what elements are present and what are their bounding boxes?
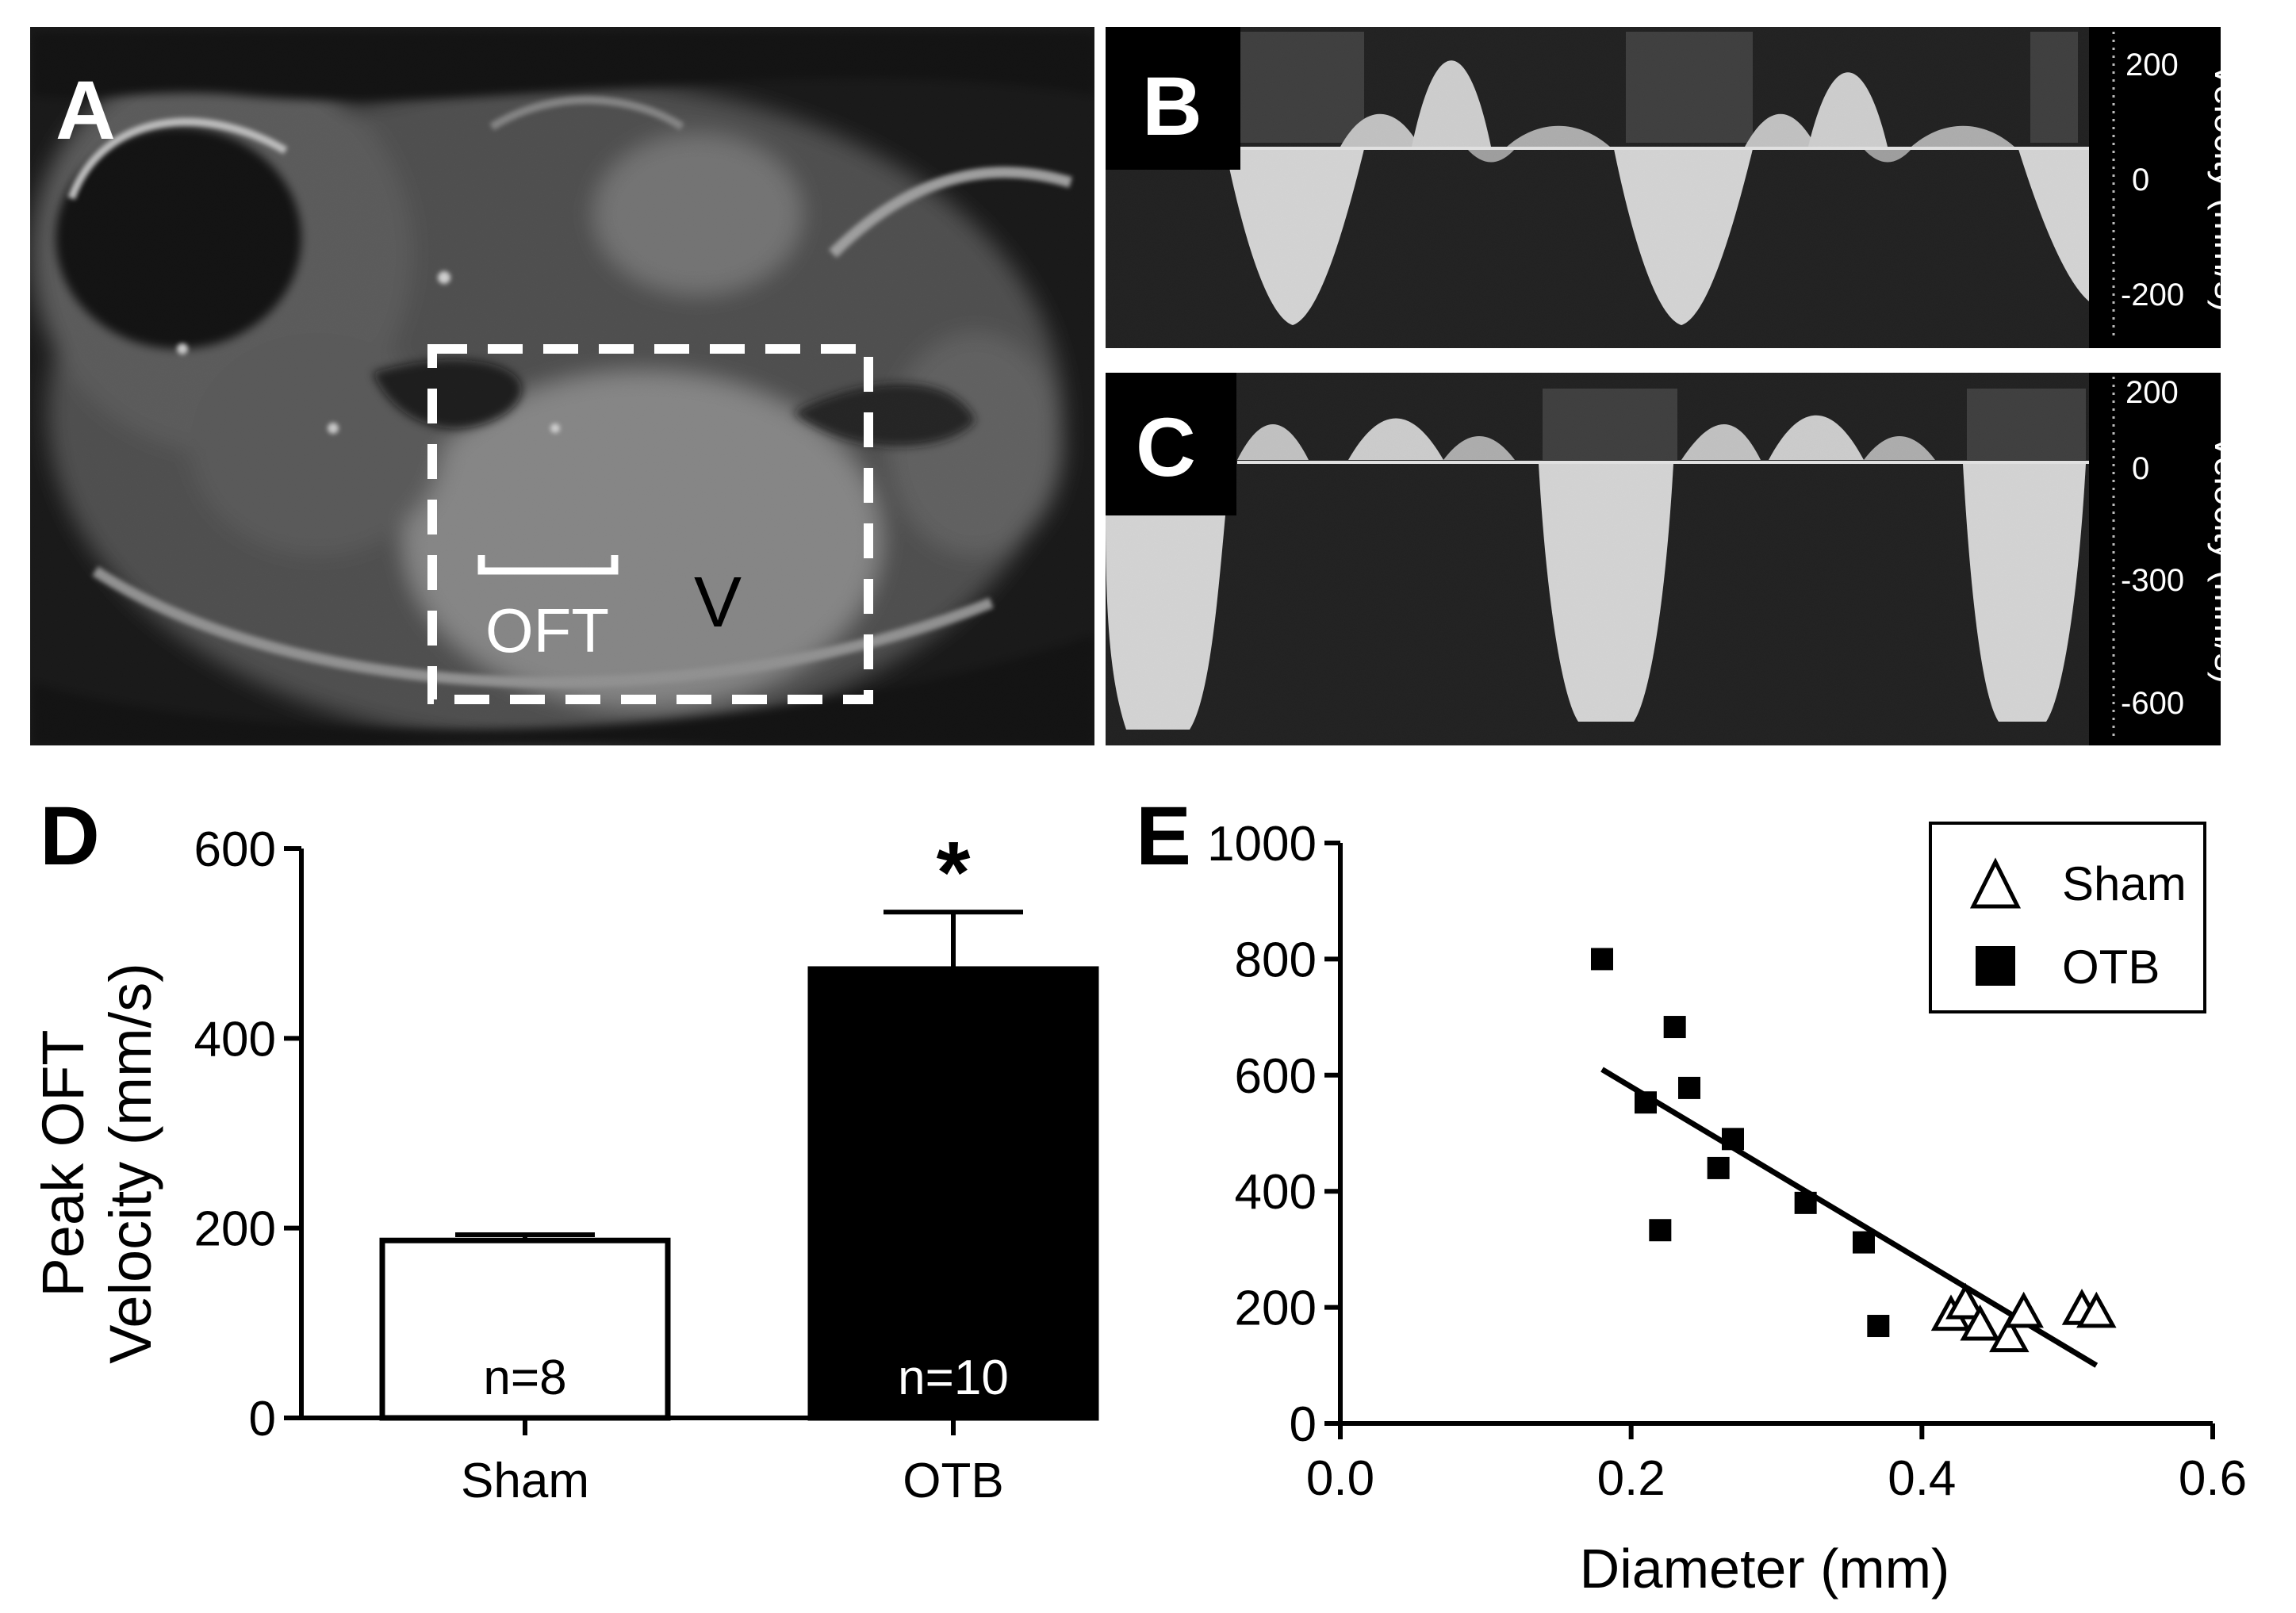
panel-d-ylabel-line1: Peak OFT [30,1029,96,1297]
panel-c-tick-0: 0 [2132,451,2149,486]
e-x-tick-label: 0.6 [2179,1451,2247,1506]
e-point-otb [1678,1076,1700,1099]
panel-b-ylabel: Velocity (mm/s) [2207,63,2248,312]
panel-d-ylabel: Peak OFT Velocity (mm/s) [30,963,163,1364]
e-point-otb [1707,1156,1730,1179]
e-x-tick-label: 0.4 [1888,1451,1956,1506]
panel-b-doppler: B 200 0 -200 Velocity (mm/s) [1106,27,2248,348]
panel-c-letter-box [1106,373,1236,515]
e-point-otb [1794,1191,1817,1214]
panel-b-letter: B [1142,60,1202,153]
panel-b-tick-neg200: -200 [2121,278,2184,312]
panel-b-letter-box [1106,27,1240,170]
e-point-otb [1867,1315,1890,1338]
panel-e-letter: E [1136,790,1191,883]
e-x-tick-label: 0.0 [1306,1451,1374,1506]
d-n-label: n=8 [483,1351,566,1405]
e-y-tick-label: 1000 [1207,817,1317,872]
panel-a-ultrasound: OFT V A [30,27,1094,745]
legend-sham-marker [1969,857,2022,909]
e-point-sham [1989,1316,2030,1353]
panel-e-plot-area [1591,948,2117,1368]
panel-c-tick-200: 200 [2125,375,2179,410]
panel-a-letter: A [56,64,116,157]
e-y-tick-label: 600 [1235,1049,1317,1104]
panel-a-speckle [30,27,1094,745]
panel-d-bar-chart: D Peak OFT Velocity (mm/s) 0 200 400 600 Sha… [30,790,1099,1508]
panel-e-axes: 0 200 400 600 800 1000 0.0 0.2 0.4 0.6 [1207,817,2247,1506]
panel-c-doppler: C 200 0 -300 -600 Velocity (mm/s) [1106,373,2248,745]
e-point-otb [1649,1219,1672,1242]
e-x-tick-label: 0.2 [1597,1451,1665,1506]
region-of-interest-box [427,344,873,704]
e-point-sham [1960,1304,2000,1341]
e-y-tick-label: 200 [1235,1282,1317,1336]
d-x-tick-label: OTB [903,1454,1003,1508]
e-y-tick-label: 800 [1235,933,1317,987]
panel-c-tick-neg300: -300 [2121,563,2184,598]
panel-c-letter: C [1136,401,1196,494]
d-significance-star: * [937,824,971,921]
panel-b-tick-0: 0 [2132,163,2149,197]
legend-sham-label: Sham [2062,857,2187,910]
e-point-sham [2076,1291,2117,1328]
panel-d-letter: D [40,790,100,883]
panel-c-ylabel: Velocity (mm/s) [2207,435,2248,684]
e-point-otb [1663,1016,1686,1039]
e-y-tick-label: 400 [1235,1165,1317,1220]
panel-b-tick-200: 200 [2125,48,2179,82]
panel-d-bars: n=8 n=10 * [379,824,1099,1421]
e-point-otb [1635,1091,1657,1114]
e-point-otb [1591,948,1613,971]
ventricle-label: V [694,563,742,642]
d-n-label: n=10 [898,1351,1009,1405]
d-x-tick-label: Sham [461,1454,589,1508]
e-point-sham [2003,1291,2044,1328]
panel-c-tick-neg600: -600 [2121,686,2184,721]
panel-b-scale-strip [2089,27,2221,348]
panel-e-legend: Sham OTB [1929,822,2206,1013]
oft-bracket [477,555,619,575]
d-y-tick-label: 0 [249,1392,276,1446]
panel-e-xlabel: Diameter (mm) [1580,1538,1950,1600]
e-point-sham [1945,1282,1986,1320]
e-point-otb [1853,1231,1875,1254]
e-point-otb [1722,1128,1744,1151]
d-y-tick-label: 400 [194,1012,276,1067]
d-y-tick-label: 600 [194,822,276,877]
legend-otb-label: OTB [2062,941,2160,994]
legend-otb-marker [1976,946,2015,986]
e-y-tick-label: 0 [1290,1397,1317,1452]
panel-c-scale-strip [2089,373,2221,745]
oft-label: OFT [485,596,609,665]
d-y-tick-label: 200 [194,1202,276,1257]
panel-d-ylabel-line2: Velocity (mm/s) [98,963,163,1364]
